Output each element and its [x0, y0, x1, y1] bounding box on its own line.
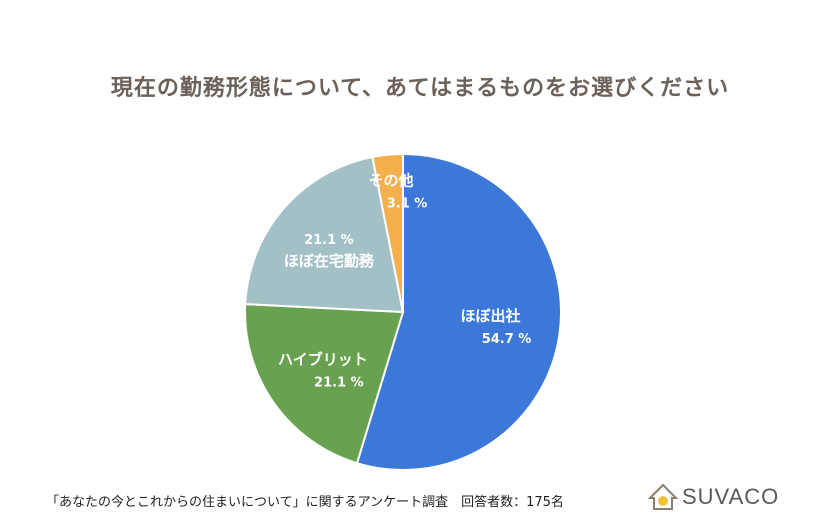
- pie-slice: [244, 303, 405, 465]
- pie-slice: [371, 152, 404, 313]
- slice-value-label: 54.7 %: [482, 332, 532, 347]
- slice-value-label: 21.1 %: [314, 375, 364, 390]
- slice-label: ほぼ在宅勤務: [284, 252, 375, 270]
- suvaco-logo[interactable]: SUVACO: [648, 482, 779, 512]
- house-icon: [648, 483, 678, 510]
- slice-label: その他: [369, 171, 414, 189]
- slice-value-label: 3.1 %: [387, 196, 428, 211]
- pie-slice: [355, 152, 562, 471]
- survey-caption: 「あなたの今とこれからの住まいについて」に関するアンケート調査 回答者数：175…: [46, 495, 564, 510]
- slice-label: ハイブリット: [278, 350, 368, 368]
- pie-slice: [244, 155, 405, 314]
- chart-title: 現在の勤務形態について、あてはまるものをお選びください: [110, 76, 730, 101]
- slice-value-label: 21.1 %: [304, 233, 354, 248]
- slice-label: ほぼ出社: [461, 307, 521, 325]
- pie-chart: ほぼ出社 54.7 % ハイブリット 21.1 % 21.1 % ほぼ在宅勤務 その他 3.1…: [244, 152, 562, 471]
- logo-text: SUVACO: [682, 484, 780, 509]
